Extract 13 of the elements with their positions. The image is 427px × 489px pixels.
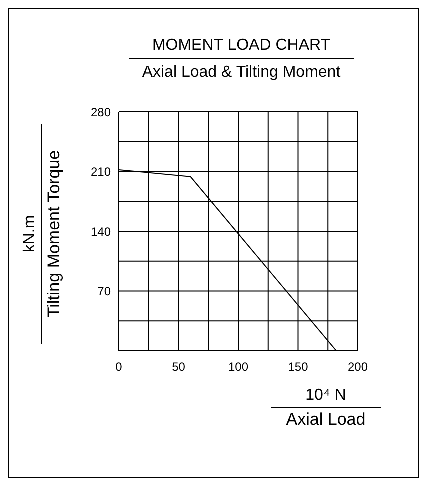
- x-tick-label: 0: [116, 360, 123, 374]
- x-tick-label: 200: [348, 360, 368, 374]
- y-tick-label: 140: [90, 224, 112, 239]
- y-axis-title: kN.m Tilting Moment Torque: [22, 149, 64, 320]
- y-tick-label: 70: [98, 284, 112, 299]
- chart-subtitle: Axial Load & Tilting Moment: [141, 64, 342, 82]
- x-tick-label: 50: [172, 360, 186, 374]
- chart-title: MOMENT LOAD CHART: [129, 37, 354, 59]
- x-axis-title: 10⁴ N Axial Load: [285, 387, 367, 430]
- x-tick-label: 100: [228, 360, 249, 374]
- x-tick-label: 150: [288, 360, 309, 374]
- y-tick-label: 280: [90, 105, 112, 120]
- y-tick-label: 210: [90, 165, 112, 180]
